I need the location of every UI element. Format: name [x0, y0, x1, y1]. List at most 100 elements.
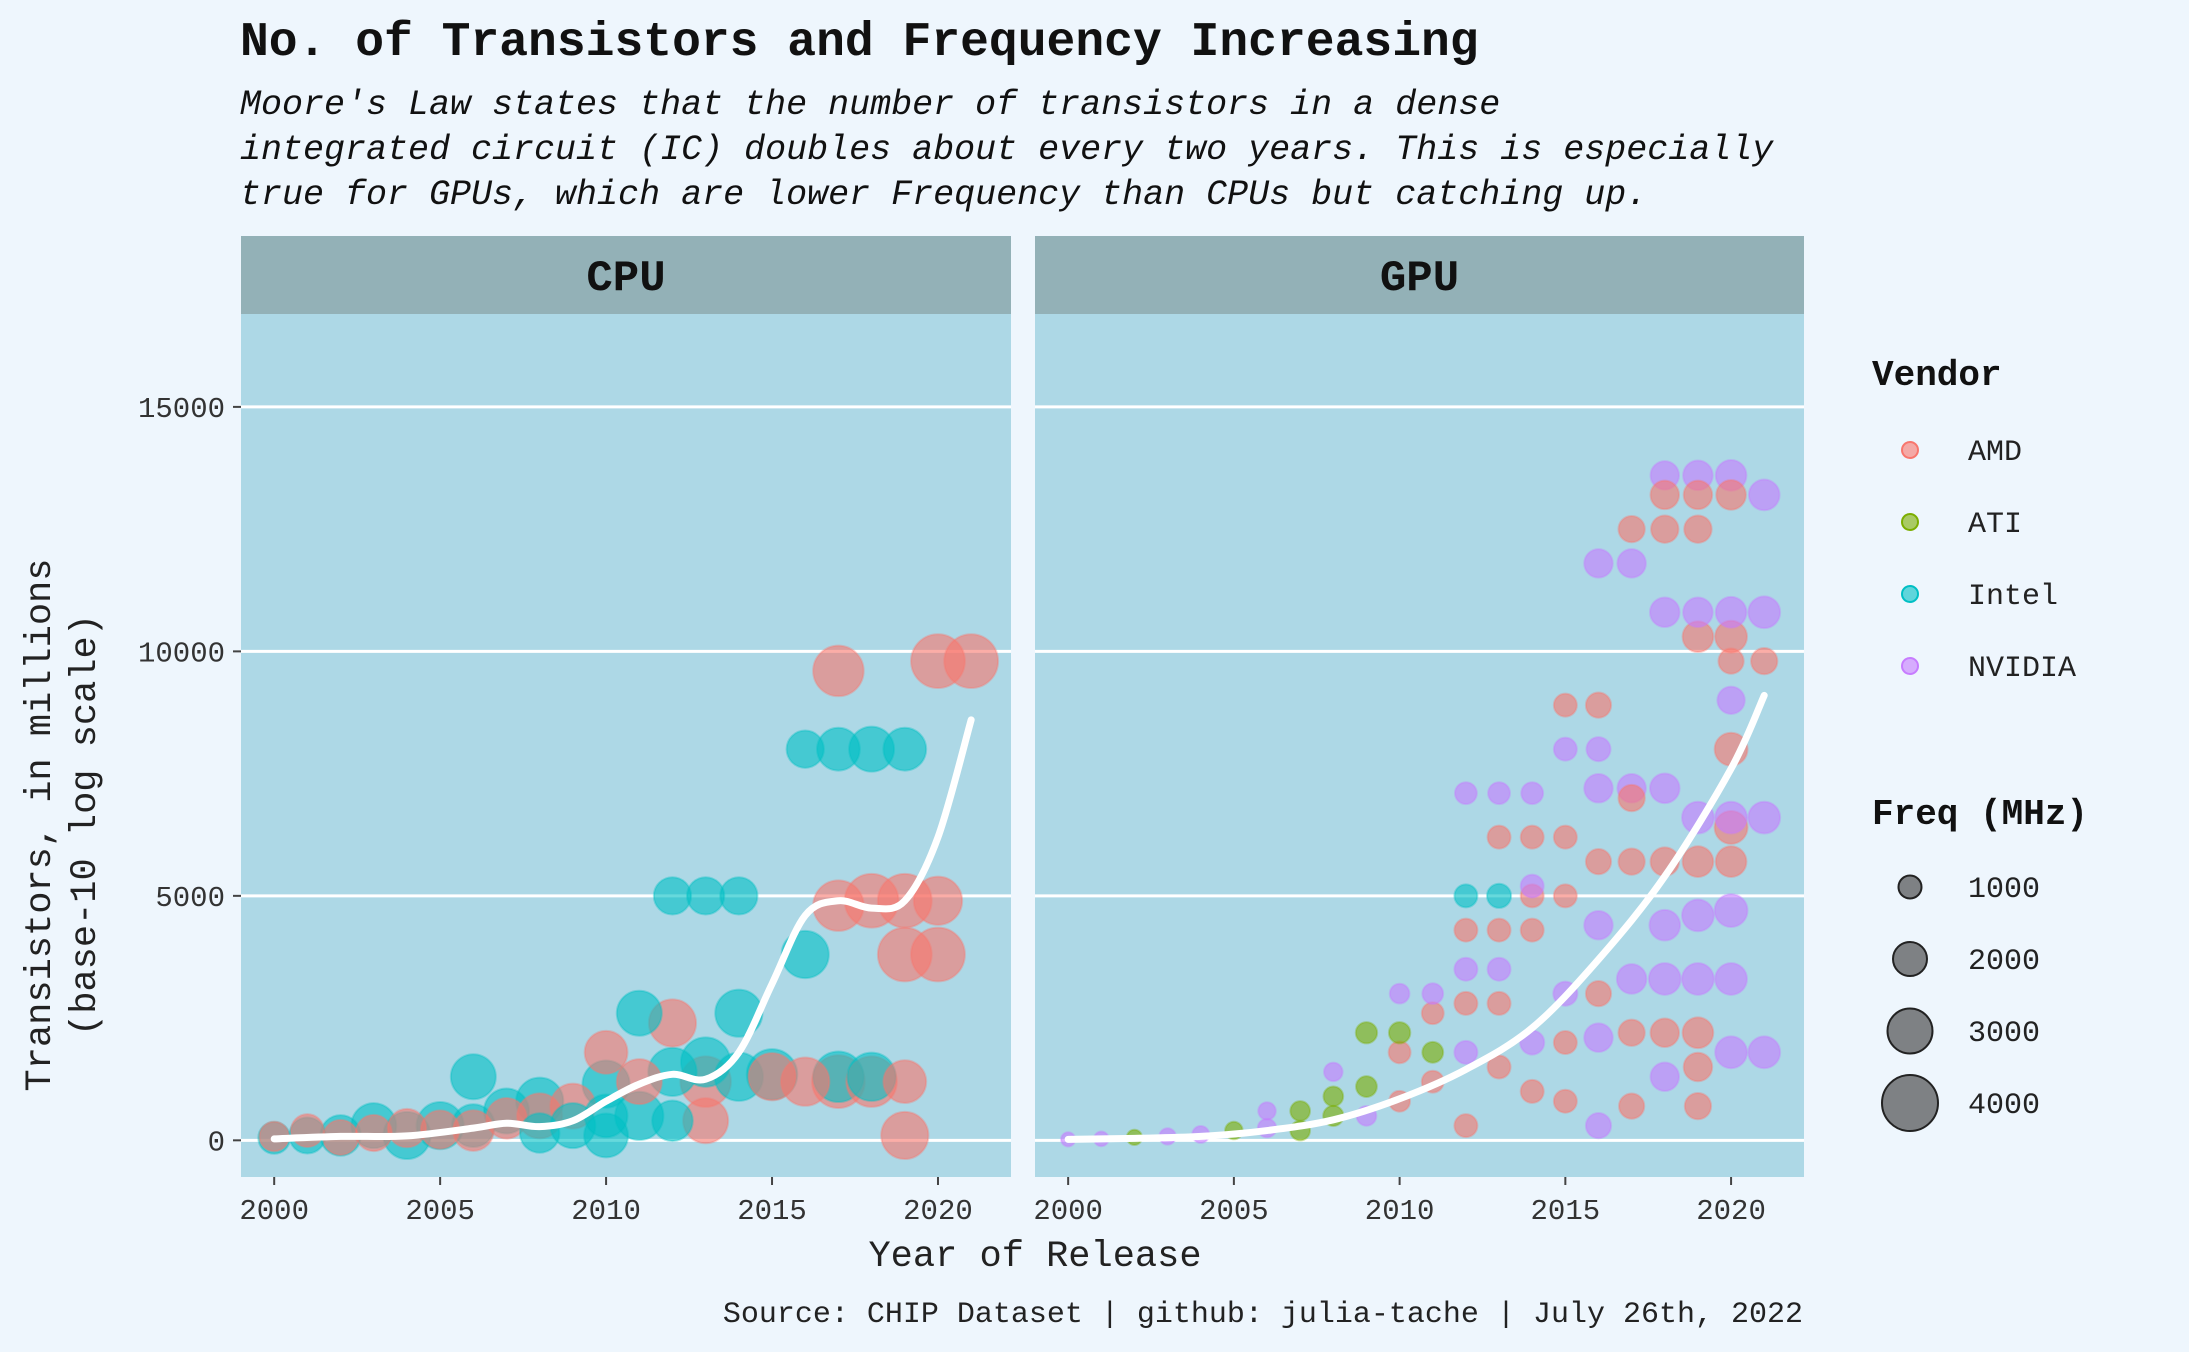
point-amd: [1683, 514, 1713, 544]
point-nvidia: [1421, 982, 1445, 1006]
point-amd: [912, 875, 964, 926]
y-axis-title-line-1: Transistors, in millions: [20, 559, 62, 1092]
legend-label-intel: Intel: [1968, 580, 2058, 614]
legend-key-ati: [1901, 513, 1919, 531]
point-amd: [1387, 1040, 1412, 1065]
point-amd: [1486, 917, 1512, 943]
point-nvidia: [1388, 982, 1411, 1005]
point-nvidia: [1648, 596, 1681, 629]
chart-subtitle-line-3: true for GPUs, which are lower Frequency…: [240, 175, 1647, 215]
point-nvidia: [1649, 1061, 1681, 1093]
strip-cpu: [241, 236, 1011, 314]
legend-key-amd: [1901, 441, 1919, 459]
legend: Vendor Freq (MHz) AMD ATI Intel NVIDIA 1000 2…: [1872, 355, 2088, 1132]
x-axis-title: Year of Release: [868, 1236, 1201, 1278]
point-amd: [1617, 847, 1646, 876]
point-amd: [1552, 824, 1578, 850]
strip-label-gpu: GPU: [1380, 254, 1459, 304]
point-ati: [1354, 1021, 1379, 1045]
point-amd: [1714, 845, 1748, 878]
trend-line-gpu: [1064, 691, 1768, 1143]
point-ati: [1387, 1021, 1412, 1045]
x-tick-label: 2010: [571, 1195, 641, 1228]
x-tick-label: 2020: [1696, 1195, 1766, 1228]
point-nvidia: [1747, 1035, 1782, 1070]
point-nvidia: [1714, 800, 1748, 835]
point-amd: [1486, 824, 1512, 850]
chart-subtitle-line-2: integrated circuit (IC) doubles about ev…: [240, 130, 1774, 170]
x-tick-label: 2010: [1365, 1195, 1435, 1228]
point-amd: [1486, 1054, 1512, 1080]
legend-size-label: 3000: [1968, 1017, 2040, 1051]
legend-freq-title: Freq (MHz): [1872, 794, 2088, 835]
point-intel: [785, 729, 825, 769]
legend-key-intel: [1901, 585, 1919, 603]
point-nvidia: [1519, 873, 1545, 899]
legend-size-key: [1897, 874, 1923, 900]
point-nvidia: [1583, 909, 1614, 941]
point-intel: [449, 1053, 497, 1101]
point-ati: [1322, 1085, 1345, 1108]
point-amd: [1584, 848, 1613, 876]
legend-size-key: [1892, 941, 1928, 977]
point-intel: [518, 1112, 561, 1154]
y-axis-title: Transistors, in millions (base-10 log sc…: [20, 559, 107, 1092]
chart-subtitle-line-1: Moore's Law states that the number of tr…: [240, 85, 1500, 125]
chart-caption: Source: CHIP Dataset | github: julia-tac…: [723, 1298, 1803, 1332]
point-amd: [1552, 883, 1578, 909]
chart-title: No. of Transistors and Frequency Increas…: [240, 16, 1479, 70]
point-amd: [583, 1029, 629, 1075]
point-nvidia: [1552, 736, 1578, 762]
legend-label-nvidia: NVIDIA: [1968, 652, 2076, 686]
point-amd: [1453, 917, 1479, 943]
legend-label-amd: AMD: [1968, 436, 2022, 470]
point-nvidia: [1648, 772, 1681, 805]
point-nvidia: [1583, 773, 1614, 804]
x-tick-label: 2020: [903, 1195, 973, 1228]
point-amd: [1717, 647, 1745, 675]
point-amd: [1552, 692, 1578, 718]
point-intel: [615, 989, 663, 1037]
point-ati: [1421, 1040, 1445, 1064]
point-nvidia: [1648, 908, 1682, 942]
point-nvidia: [1682, 596, 1714, 629]
point-amd: [1453, 990, 1479, 1016]
legend-size-label: 4000: [1968, 1089, 2040, 1123]
point-amd: [1617, 514, 1646, 544]
x-tick-label: 2000: [1033, 1195, 1103, 1228]
point-amd: [1750, 647, 1779, 676]
legend-vendor-title: Vendor: [1872, 355, 2002, 396]
point-intel: [1486, 882, 1513, 909]
x-tick-label: 2015: [737, 1195, 807, 1228]
point-intel: [686, 876, 726, 916]
point-amd: [1552, 1088, 1578, 1114]
point-amd: [910, 926, 966, 983]
legend-size-key: [1881, 1074, 1939, 1132]
point-amd: [1682, 1051, 1714, 1083]
point-nvidia: [1681, 898, 1715, 933]
trend-line-cpu: [270, 716, 975, 1143]
y-tick-label: 0: [208, 1126, 225, 1159]
point-nvidia: [1714, 1035, 1748, 1070]
point-amd: [880, 1110, 930, 1161]
point-amd: [1681, 1016, 1715, 1050]
point-amd: [1519, 824, 1545, 850]
legend-size-label: 1000: [1968, 873, 2040, 907]
point-nvidia: [1714, 962, 1748, 996]
point-amd: [1519, 917, 1545, 943]
point-nvidia: [1583, 548, 1614, 579]
point-intel: [652, 876, 693, 916]
y-tick-label: 15000: [138, 393, 225, 426]
point-nvidia: [1616, 548, 1647, 579]
point-amd: [1682, 479, 1714, 511]
point-nvidia: [1584, 1112, 1613, 1140]
point-amd: [747, 1052, 797, 1102]
point-amd: [1683, 1091, 1713, 1121]
point-nvidia: [1747, 595, 1782, 630]
point-amd: [943, 633, 1000, 690]
point-amd: [1715, 479, 1747, 511]
panel-cpu: CPU 0 5000 10000 15000 2000 2005 2010 2015 2020: [138, 236, 1011, 1228]
point-nvidia: [1257, 1101, 1277, 1121]
point-nvidia: [1681, 962, 1715, 996]
